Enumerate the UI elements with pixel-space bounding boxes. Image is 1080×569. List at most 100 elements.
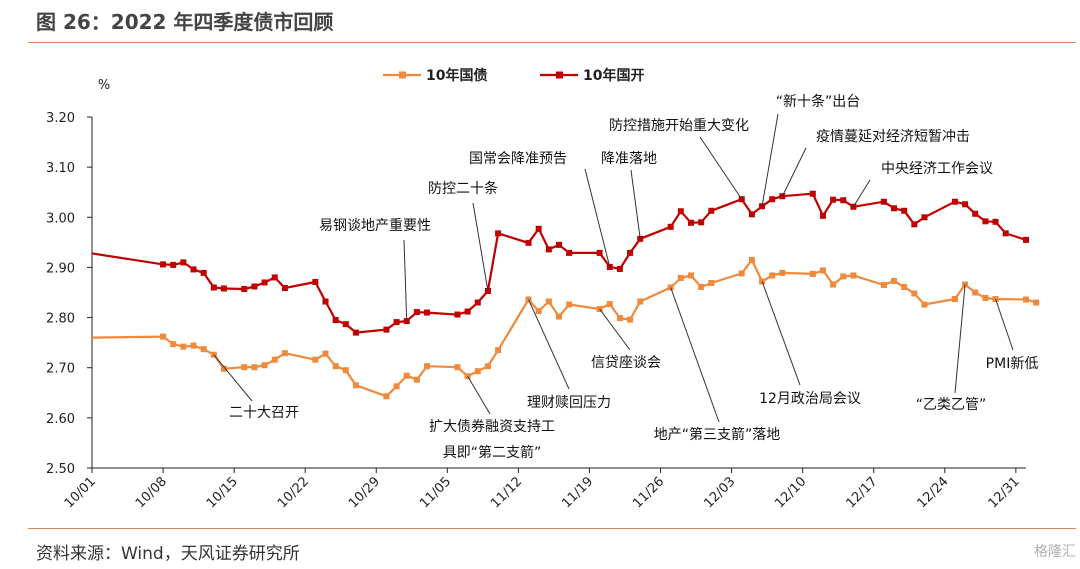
data-point — [809, 270, 816, 277]
x-tick-label: 10/22 — [275, 474, 312, 511]
data-point — [495, 230, 502, 237]
annotation-leader — [213, 354, 253, 402]
x-axis: 10/01 10/08 10/15 10/22 10/29 11/05 11/12 11/19… — [62, 467, 1026, 511]
x-tick-label: 11/19 — [559, 474, 596, 511]
data-point — [830, 281, 837, 288]
x-tick-label: 12/03 — [701, 474, 738, 511]
annotation: 防控措施开始重大变化 — [609, 118, 749, 200]
x-tick-label: 12/31 — [986, 474, 1023, 511]
data-point — [891, 205, 898, 212]
data-point — [627, 249, 634, 256]
annotation-leader — [630, 169, 641, 239]
annotation-leader — [467, 375, 491, 415]
data-point — [190, 342, 197, 349]
data-point — [190, 266, 197, 273]
data-point — [840, 197, 847, 204]
annotation-label: 信贷座谈会 — [591, 355, 661, 371]
bottom-divider — [28, 528, 1076, 529]
data-point — [545, 246, 552, 253]
data-point — [464, 308, 471, 315]
annotation-label: 易钢谈地产重要性 — [319, 218, 431, 234]
data-point — [393, 319, 400, 326]
data-point — [1002, 230, 1009, 237]
data-point — [819, 212, 826, 219]
data-point — [200, 269, 207, 276]
x-tick-label: 10/15 — [204, 474, 241, 511]
data-point — [403, 372, 410, 379]
data-point — [352, 329, 359, 336]
data-point — [200, 346, 207, 353]
annotation: “新十条”出台 — [761, 93, 861, 207]
annotation-leader — [528, 299, 570, 390]
y-tick-label: 3.10 — [46, 161, 75, 176]
data-point — [322, 298, 329, 305]
data-point — [830, 196, 837, 203]
data-point — [972, 210, 979, 217]
annotation: 理财赎回压力 — [527, 299, 611, 411]
data-point — [342, 321, 349, 328]
data-point — [495, 347, 502, 354]
data-point — [525, 239, 532, 246]
data-point — [556, 313, 562, 320]
yield-line-chart: 10年国债 10年国开 % 2.50 2.60 2.70 2.80 2.90 3.00 3.1… — [46, 67, 1040, 511]
data-point — [251, 283, 258, 290]
data-point — [1023, 296, 1029, 303]
data-point — [271, 274, 278, 281]
legend-marker — [399, 71, 406, 79]
data-point — [880, 198, 887, 205]
annotation: 国常会降准预告 — [469, 151, 611, 268]
annotation-label: “乙类乙管” — [916, 397, 987, 413]
data-point — [281, 350, 288, 357]
data-point — [352, 382, 359, 389]
data-point — [454, 311, 461, 318]
annotation-leader — [699, 136, 743, 200]
series-line — [91, 192, 1027, 334]
data-point — [160, 333, 167, 340]
annotation-label: 二十大召开 — [229, 405, 299, 421]
data-point — [454, 364, 461, 371]
y-axis-unit: % — [98, 78, 110, 93]
data-point — [951, 296, 958, 303]
brand-watermark: 格隆汇 — [1034, 544, 1076, 560]
data-point — [840, 273, 847, 280]
annotation-label: 降准落地 — [601, 151, 657, 167]
data-point — [748, 256, 755, 263]
figure-title: 图 26：2022 年四季度债市回顾 — [36, 10, 334, 34]
data-point — [687, 272, 694, 279]
annotation: 地产“第三支箭”落地 — [654, 287, 781, 443]
annotation: 二十大召开 — [213, 354, 299, 421]
data-point — [322, 350, 329, 357]
data-point — [180, 259, 187, 266]
x-tick-label: 11/26 — [630, 474, 667, 511]
series-layer — [91, 190, 1040, 400]
data-point — [911, 290, 918, 297]
data-point — [901, 283, 908, 290]
data-point — [241, 364, 248, 371]
annotation-leader — [403, 239, 408, 322]
data-point — [627, 316, 634, 323]
data-point — [180, 343, 187, 350]
data-point — [210, 284, 217, 291]
data-point — [160, 261, 167, 268]
annotation-label: “新十条”出台 — [776, 93, 861, 110]
data-point — [921, 214, 928, 221]
data-point — [535, 308, 542, 315]
annotation-label: 地产“第三支箭”落地 — [654, 426, 781, 443]
annotation: PMI新低 — [986, 298, 1038, 372]
data-point — [535, 225, 542, 232]
data-point — [779, 269, 786, 276]
data-point — [809, 190, 816, 197]
annotation: “乙类乙管” — [916, 284, 987, 413]
data-point — [484, 363, 491, 370]
x-tick-label: 12/17 — [843, 474, 880, 511]
annotation-leader — [472, 202, 489, 292]
data-point — [566, 249, 573, 256]
data-point — [769, 196, 776, 203]
data-point — [748, 211, 755, 218]
data-point — [424, 363, 431, 370]
data-point — [170, 261, 177, 268]
data-point — [677, 274, 684, 281]
data-point — [880, 281, 887, 288]
data-point — [819, 267, 826, 274]
data-point — [393, 383, 400, 390]
